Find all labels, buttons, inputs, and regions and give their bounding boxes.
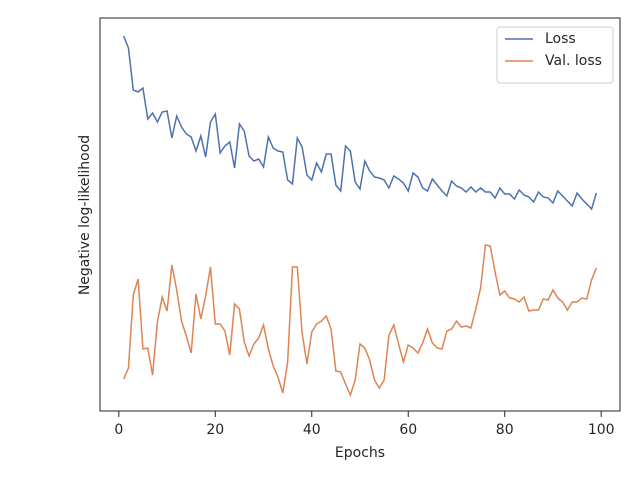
legend-label: Loss: [545, 31, 576, 47]
x-tick-label: 20: [206, 422, 224, 438]
x-tick-label: 100: [588, 422, 615, 438]
line-series: [122, 35, 598, 211]
y-axis-label: Negative log-likelihood: [77, 135, 93, 295]
x-tick-label: 80: [496, 422, 514, 438]
x-axis-label: Epochs: [335, 445, 385, 461]
x-tick-label: 60: [399, 422, 417, 438]
x-tick-label: 40: [303, 422, 321, 438]
legend-label: Val. loss: [545, 53, 602, 69]
x-tick-label: 0: [114, 422, 123, 438]
legend-box: [496, 26, 614, 84]
plot-frame: [99, 17, 621, 412]
line-series: [122, 244, 598, 398]
